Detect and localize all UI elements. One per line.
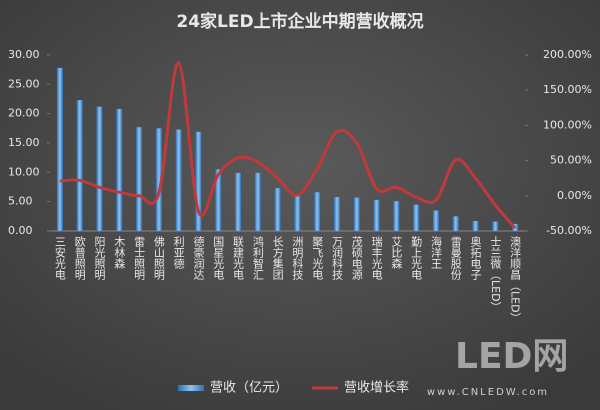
bar <box>175 129 182 231</box>
x-tick-label: 国星光电 <box>212 236 225 280</box>
x-tick-label: 雷曼股份 <box>449 236 462 281</box>
x-tick-label: 雷士照明 <box>133 236 146 281</box>
x-tick-label: 佛山照明 <box>152 236 165 281</box>
y-tick-label: 0.00 <box>8 224 33 237</box>
bar <box>314 192 321 231</box>
x-tick-label: 利亚德 <box>172 236 185 270</box>
bar <box>155 128 162 231</box>
bar <box>432 210 439 231</box>
x-tick-label: 奥拓电子 <box>469 235 482 280</box>
y-tick-label: 10.00 <box>8 165 40 178</box>
x-tick-label: 澳洋顺昌（LED） <box>509 236 522 324</box>
y2-tick-label: 0.00% <box>557 189 592 202</box>
x-tick-label: 聚飞光电 <box>311 236 324 280</box>
bar <box>76 100 83 231</box>
bar <box>235 172 242 231</box>
y-tick-label: 30.00 <box>8 48 40 61</box>
x-tick-label: 木林森 <box>113 236 126 270</box>
bar <box>96 106 103 231</box>
x-tick-label: 长方集团 <box>271 236 284 281</box>
bar <box>472 221 479 231</box>
chart-title: 24家LED上市企业中期营收概况 <box>176 11 423 32</box>
x-tick-label: 三安光电 <box>53 236 66 280</box>
x-tick-label: 阳光照明 <box>93 236 106 281</box>
y-tick-label: 15.00 <box>8 136 40 149</box>
legend-label: 营收（亿元） <box>210 381 288 396</box>
x-tick-label: 士兰微（LED） <box>489 236 502 313</box>
bar <box>136 127 143 231</box>
bar <box>195 131 202 231</box>
y-tick-label: 5.00 <box>8 195 33 208</box>
y-tick-label: 25.00 <box>8 77 40 90</box>
x-tick-label: 茂硕电源 <box>350 235 363 281</box>
x-tick-label: 瑞丰光电 <box>370 235 383 280</box>
bar <box>333 196 340 231</box>
bar <box>413 204 420 231</box>
bar <box>294 194 301 231</box>
y2-tick-label: 150.00% <box>543 83 592 96</box>
bar <box>353 197 360 231</box>
x-tick-label: 洲明科技 <box>291 236 304 281</box>
bar <box>254 172 261 231</box>
line <box>59 61 517 230</box>
y2-tick-label: 200.00% <box>543 48 592 61</box>
x-tick-label: 艾比森 <box>390 236 403 270</box>
y2-tick-label: 50.00% <box>550 154 592 167</box>
x-tick-label: 德豪润达 <box>192 235 205 280</box>
bar <box>215 169 222 231</box>
legend-swatch <box>178 385 204 391</box>
y2-tick-label: 100.00% <box>543 118 592 131</box>
x-tick-label: 欧普照明 <box>73 236 86 281</box>
x-tick-label: 万润科技 <box>330 236 343 281</box>
legend-label: 营收增长率 <box>344 380 409 396</box>
bar <box>56 67 63 231</box>
x-tick-label: 鸿利智汇 <box>251 235 264 280</box>
watermark-url: www.CNLEDW.com <box>427 387 549 398</box>
bar <box>393 201 400 231</box>
bar <box>116 108 123 231</box>
bar <box>452 216 459 231</box>
bar <box>274 188 281 231</box>
x-tick-label: 勤上光电 <box>410 236 423 280</box>
y-tick-label: 20.00 <box>8 107 40 120</box>
y2-tick-label: -50.00% <box>546 224 592 237</box>
bar <box>492 221 499 231</box>
x-tick-label: 海洋王 <box>429 235 442 269</box>
watermark: LED网 <box>455 336 568 377</box>
x-tick-label: 联建光电 <box>232 236 245 280</box>
bar <box>373 199 380 231</box>
